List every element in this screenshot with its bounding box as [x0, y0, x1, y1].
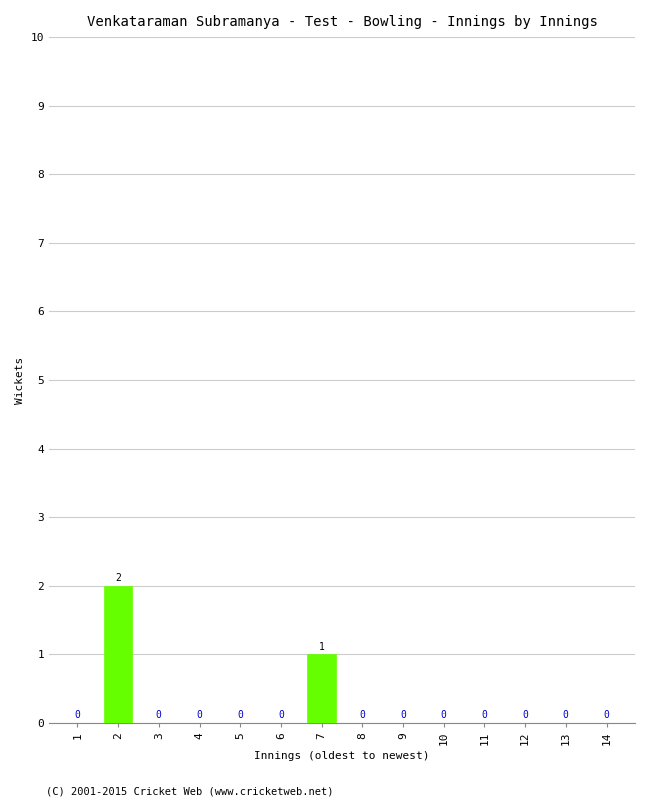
Text: 0: 0	[604, 710, 610, 720]
Text: 0: 0	[156, 710, 162, 720]
Text: 0: 0	[75, 710, 81, 720]
Title: Venkataraman Subramanya - Test - Bowling - Innings by Innings: Venkataraman Subramanya - Test - Bowling…	[86, 15, 597, 29]
Bar	[307, 654, 336, 723]
Bar	[104, 586, 133, 723]
Text: 0: 0	[278, 710, 284, 720]
X-axis label: Innings (oldest to newest): Innings (oldest to newest)	[254, 751, 430, 761]
Text: 0: 0	[563, 710, 569, 720]
Text: 0: 0	[441, 710, 447, 720]
Text: 2: 2	[115, 573, 121, 583]
Y-axis label: Wickets: Wickets	[15, 356, 25, 404]
Text: 0: 0	[237, 710, 243, 720]
Text: 0: 0	[400, 710, 406, 720]
Text: 1: 1	[318, 642, 324, 651]
Text: 0: 0	[482, 710, 488, 720]
Text: 0: 0	[522, 710, 528, 720]
Text: (C) 2001-2015 Cricket Web (www.cricketweb.net): (C) 2001-2015 Cricket Web (www.cricketwe…	[46, 786, 333, 796]
Text: 0: 0	[196, 710, 202, 720]
Text: 0: 0	[359, 710, 365, 720]
